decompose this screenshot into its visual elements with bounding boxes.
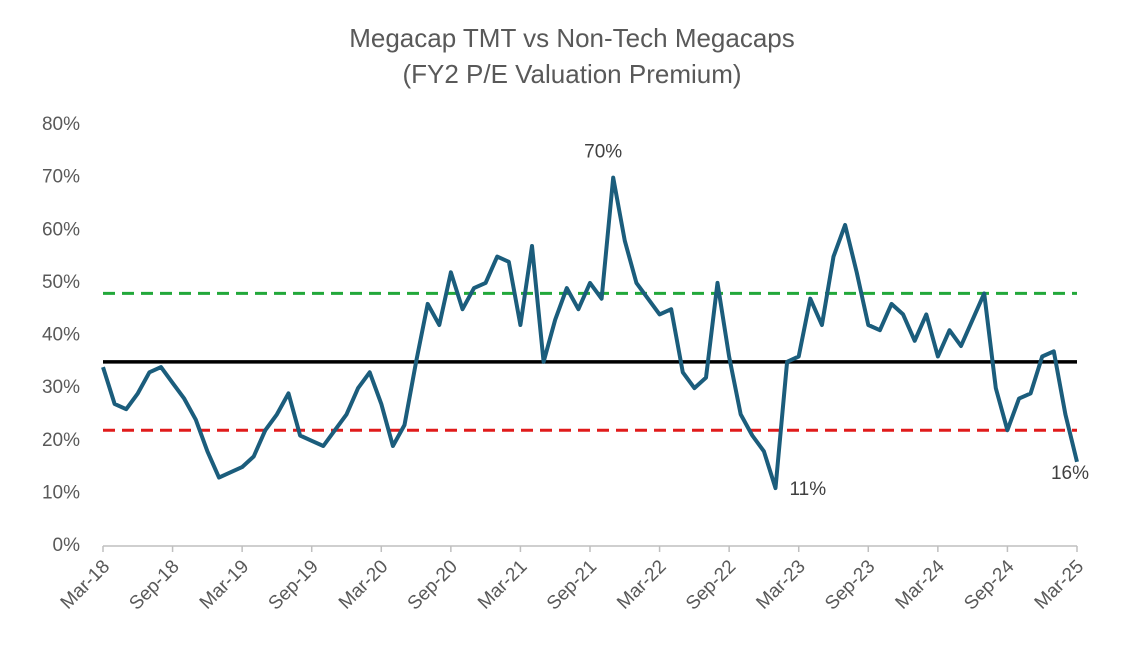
y-tick-label: 30% xyxy=(42,377,80,398)
x-tick-label: Sep-22 xyxy=(682,556,740,614)
y-tick-label: 0% xyxy=(53,535,81,556)
y-tick-label: 20% xyxy=(42,430,80,451)
line-series xyxy=(101,175,1079,491)
x-tick-label: Mar-24 xyxy=(892,556,950,614)
x-tick-label: Mar-20 xyxy=(335,556,392,613)
y-tick-label: 80% xyxy=(42,114,80,135)
x-tick-label: Sep-20 xyxy=(404,556,462,614)
x-tick-label: Mar-23 xyxy=(752,556,809,613)
x-tick-label: Sep-19 xyxy=(265,556,323,614)
annotation: 70% xyxy=(584,142,622,163)
chart-title: Megacap TMT vs Non-Tech Megacaps xyxy=(349,23,795,53)
y-tick-label: 50% xyxy=(42,272,80,293)
x-tick-label: Mar-19 xyxy=(196,556,253,613)
x-tick-label: Mar-18 xyxy=(57,556,114,613)
y-tick-label: 70% xyxy=(42,167,80,188)
x-tick-label: Sep-18 xyxy=(125,556,183,614)
x-tick-label: Mar-22 xyxy=(613,556,670,613)
annotation: 16% xyxy=(1051,463,1089,484)
x-tick-label: Sep-23 xyxy=(821,556,879,614)
x-tick-label: Sep-24 xyxy=(960,556,1018,614)
chart-subtitle: (FY2 P/E Valuation Premium) xyxy=(402,59,741,89)
y-tick-label: 60% xyxy=(42,219,80,240)
y-tick-label: 10% xyxy=(42,482,80,503)
annotation: 11% xyxy=(790,479,827,500)
x-tick-label: Sep-21 xyxy=(543,556,601,614)
y-tick-label: 40% xyxy=(42,325,80,346)
x-tick-label: Mar-21 xyxy=(474,556,531,613)
x-tick-label: Mar-25 xyxy=(1031,556,1088,613)
